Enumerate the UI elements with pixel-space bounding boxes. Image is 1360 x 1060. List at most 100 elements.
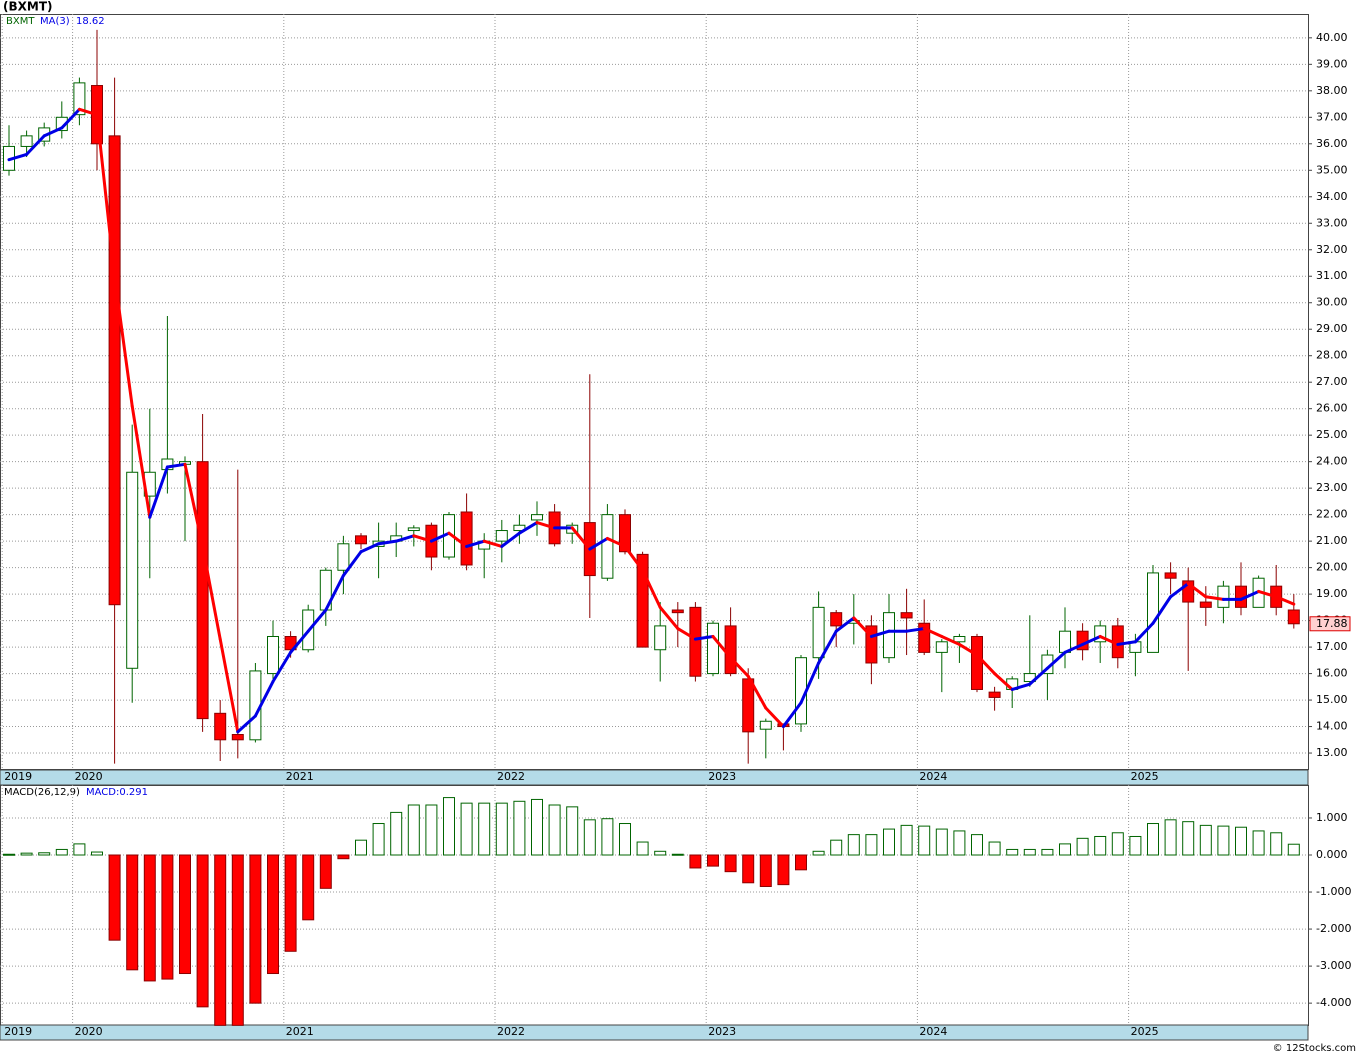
macd-bar bbox=[1094, 835, 1107, 856]
y-tick-label: 32.00 bbox=[1316, 243, 1348, 256]
candle-body bbox=[1287, 609, 1300, 625]
candle-body bbox=[1217, 585, 1230, 608]
y-tick-label: -3.000 bbox=[1316, 959, 1351, 972]
macd-bar bbox=[689, 854, 702, 869]
ma-segment bbox=[42, 126, 64, 138]
candle-body bbox=[1199, 601, 1212, 608]
macd-title: MACD(26,12,9) bbox=[4, 787, 80, 798]
ma-segment bbox=[817, 629, 838, 665]
macd-bar bbox=[249, 854, 262, 1004]
y-tick-label: 1.000 bbox=[1316, 811, 1348, 824]
ma-segment bbox=[1274, 595, 1296, 606]
macd-bar bbox=[566, 806, 579, 856]
y-tick-label: 39.00 bbox=[1316, 57, 1348, 70]
macd-bar bbox=[355, 839, 367, 856]
ma-segment bbox=[570, 526, 592, 551]
x-tick-label: 2019 bbox=[4, 770, 32, 783]
ma-segment bbox=[341, 550, 363, 578]
ma-segment bbox=[95, 113, 117, 278]
x-tick-label: 2021 bbox=[286, 1025, 314, 1038]
candle-body bbox=[20, 135, 33, 147]
y-tick-label: 15.00 bbox=[1316, 693, 1348, 706]
ma-segment bbox=[465, 539, 486, 548]
y-tick-label: 35.00 bbox=[1316, 163, 1348, 176]
y-tick-label: -4.000 bbox=[1316, 996, 1351, 1009]
candle-body bbox=[619, 514, 631, 553]
y-tick-label: 13.00 bbox=[1316, 746, 1348, 759]
macd-bar bbox=[1164, 819, 1177, 856]
ma-segment bbox=[975, 653, 997, 676]
y-tick-label: 26.00 bbox=[1316, 402, 1348, 415]
candle-body bbox=[355, 535, 367, 545]
ma-segment bbox=[183, 462, 205, 548]
y-tick-label: 27.00 bbox=[1316, 375, 1348, 388]
macd-bar bbox=[73, 843, 86, 856]
ma-segment bbox=[429, 531, 451, 543]
macd-bar bbox=[372, 823, 385, 856]
macd-bar bbox=[1252, 830, 1265, 856]
macd-bar bbox=[1270, 832, 1283, 856]
ma-segment bbox=[623, 544, 645, 572]
candle-body bbox=[214, 712, 227, 741]
macd-bar bbox=[231, 854, 244, 1026]
macd-bar bbox=[407, 804, 420, 856]
x-tick-label: 2022 bbox=[497, 770, 525, 783]
x-tick-label: 2019 bbox=[4, 1025, 32, 1038]
ma-segment bbox=[1204, 595, 1225, 601]
macd-bar bbox=[1217, 825, 1230, 856]
ma-segment bbox=[852, 616, 873, 638]
macd-bar bbox=[478, 802, 491, 856]
ma-segment bbox=[7, 152, 29, 162]
macd-bar bbox=[214, 854, 227, 1026]
y-tick-label: -2.000 bbox=[1316, 922, 1351, 935]
x-tick-label: 2025 bbox=[1131, 1025, 1159, 1038]
x-tick-label: 2020 bbox=[75, 1025, 103, 1038]
candle-body bbox=[671, 609, 684, 614]
macd-bar bbox=[143, 854, 156, 982]
macd-bar bbox=[759, 854, 772, 887]
macd-bar bbox=[812, 850, 825, 856]
macd-bar bbox=[425, 804, 438, 856]
ma-segment bbox=[834, 616, 856, 633]
ma-segment bbox=[693, 634, 715, 641]
ma-segment bbox=[1045, 650, 1067, 670]
macd-bar bbox=[55, 848, 68, 856]
macd-bar bbox=[495, 802, 508, 856]
ma-segment bbox=[289, 629, 310, 654]
macd-bar bbox=[707, 854, 719, 867]
ma-segment bbox=[148, 465, 169, 519]
ma-segment bbox=[236, 714, 257, 734]
ma-segment bbox=[993, 672, 1014, 691]
macd-bar bbox=[1041, 848, 1054, 856]
y-tick-label: 20.00 bbox=[1316, 561, 1348, 574]
y-tick-label: 34.00 bbox=[1316, 190, 1348, 203]
candle-body bbox=[636, 553, 649, 648]
candle-body bbox=[654, 625, 667, 651]
y-tick-label: 22.00 bbox=[1316, 508, 1348, 521]
macd-bar bbox=[953, 830, 966, 856]
y-tick-label: 19.00 bbox=[1316, 587, 1348, 600]
macd-bar bbox=[847, 834, 860, 856]
ma-segment bbox=[729, 656, 750, 678]
ma-segment bbox=[130, 404, 152, 519]
candle-body bbox=[231, 734, 244, 741]
ma-segment bbox=[1098, 634, 1120, 646]
y-tick-label: 24.00 bbox=[1316, 455, 1348, 468]
candle-body bbox=[900, 612, 913, 619]
candle-body bbox=[724, 625, 737, 675]
macd-bar bbox=[460, 802, 473, 856]
macd-bar bbox=[654, 850, 667, 856]
y-tick-label: 17.00 bbox=[1316, 640, 1348, 653]
last-price-box bbox=[1309, 616, 1351, 632]
macd-bar bbox=[108, 854, 121, 941]
x-tick-label: 2024 bbox=[919, 1025, 947, 1038]
candle-body bbox=[73, 82, 86, 116]
ma-segment bbox=[165, 462, 187, 469]
ma-segment bbox=[1239, 589, 1261, 601]
y-tick-label: 29.00 bbox=[1316, 322, 1348, 335]
macd-bar bbox=[742, 854, 755, 884]
y-tick-label: 25.00 bbox=[1316, 428, 1348, 441]
macd-bar bbox=[918, 825, 931, 856]
ma-segment bbox=[957, 642, 979, 657]
macd-bar bbox=[724, 854, 737, 873]
